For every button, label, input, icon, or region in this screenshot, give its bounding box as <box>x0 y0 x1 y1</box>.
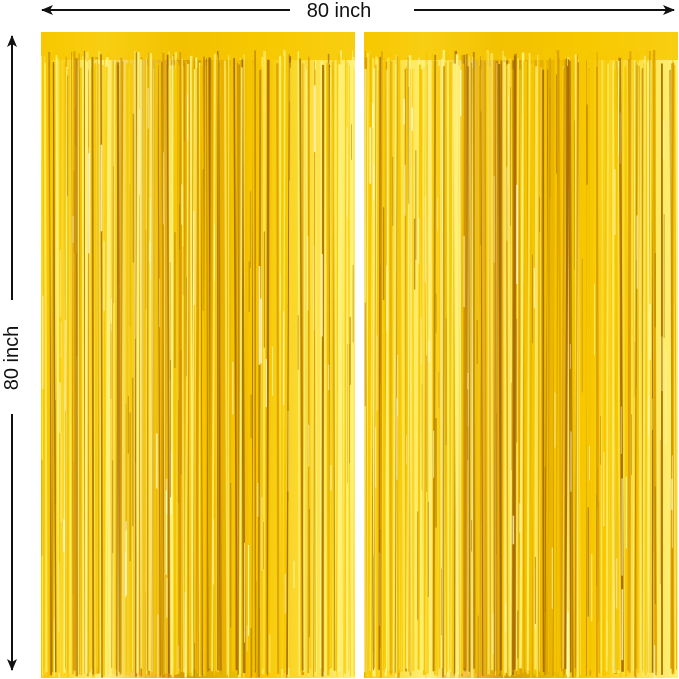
left-curtain-highlights <box>41 85 348 678</box>
left-curtain-panel <box>41 32 355 678</box>
right-curtain-strands <box>364 49 678 678</box>
right-curtain-shadows <box>364 74 665 678</box>
left-curtain-header-band <box>41 32 355 60</box>
left-curtain-shadows <box>41 63 354 678</box>
right-curtain-image <box>364 32 678 678</box>
left-curtain-image <box>41 32 355 678</box>
right-curtain-header-band <box>364 32 678 60</box>
width-dimension-label: 80 inch <box>296 0 382 22</box>
right-curtain-panel <box>364 32 678 678</box>
right-curtain-highlights <box>369 69 673 678</box>
height-dimension-label: 80 inch <box>1 313 23 403</box>
